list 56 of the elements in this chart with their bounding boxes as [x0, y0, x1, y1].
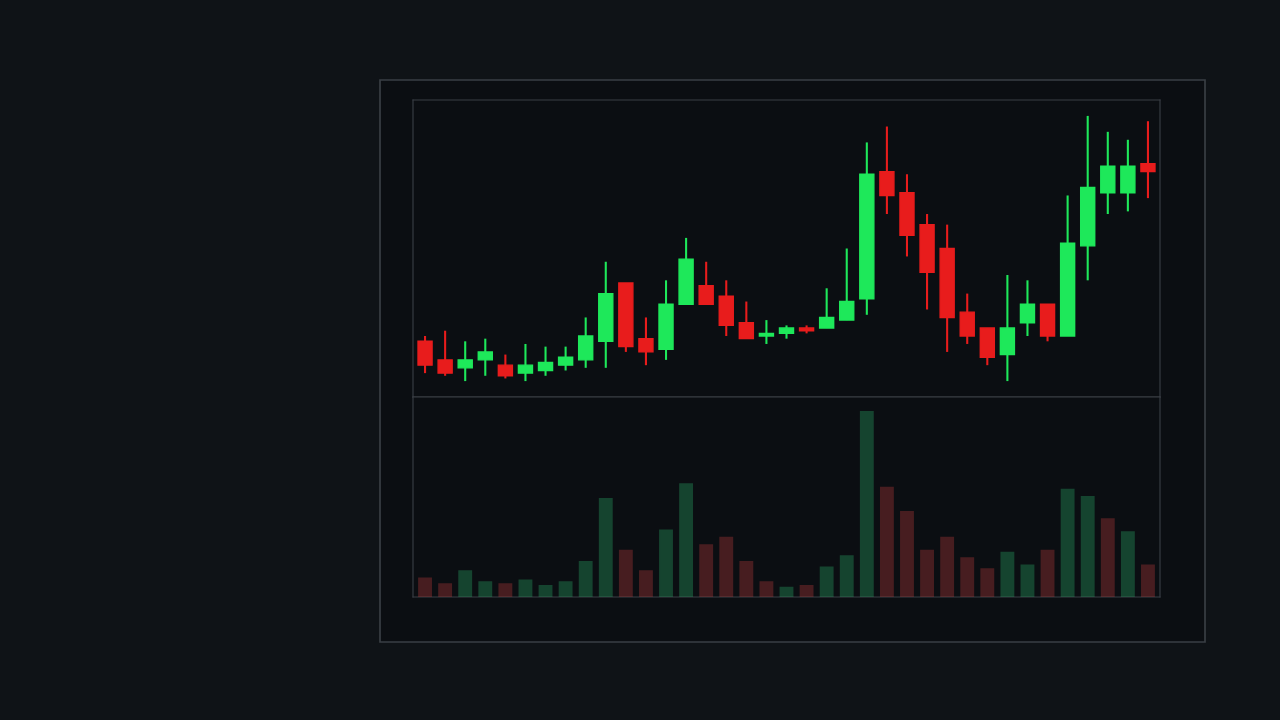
- bar: [900, 510, 914, 597]
- bar: [418, 577, 432, 597]
- bar: [578, 560, 593, 597]
- bar: [458, 570, 473, 597]
- bar: [498, 583, 513, 597]
- bar: [558, 581, 573, 597]
- bar: [960, 557, 975, 597]
- candlestick: [879, 125, 895, 216]
- candlestick: [758, 319, 775, 345]
- candlestick: [638, 316, 654, 367]
- bar: [920, 549, 934, 597]
- bar: [1141, 564, 1155, 597]
- bar: [1020, 564, 1035, 597]
- candlestick: [698, 260, 714, 306]
- candlestick: [1140, 120, 1156, 200]
- bar: [478, 581, 493, 597]
- candlestick: [537, 345, 554, 377]
- bar: [1060, 488, 1075, 597]
- bar: [1120, 531, 1135, 597]
- bar: [438, 583, 453, 597]
- bar: [799, 584, 814, 597]
- bar: [679, 483, 694, 597]
- candlestick: [457, 340, 473, 383]
- bar: [659, 529, 673, 597]
- candlestick: [557, 345, 574, 372]
- candlestick: [517, 342, 534, 383]
- candlestick: [417, 334, 433, 375]
- bar: [699, 544, 714, 597]
- bar: [1080, 496, 1095, 597]
- bar: [1100, 518, 1115, 597]
- bar: [779, 586, 794, 597]
- bar: [819, 566, 834, 597]
- candlestick: [738, 300, 755, 340]
- bar: [839, 555, 854, 597]
- bar: [940, 536, 955, 597]
- bar: [639, 570, 653, 597]
- bar: [859, 410, 874, 597]
- bar: [518, 579, 533, 597]
- bar: [618, 549, 633, 597]
- bar: [980, 568, 995, 597]
- bar: [879, 486, 894, 597]
- candlestick: [959, 292, 975, 345]
- bar: [739, 560, 754, 597]
- candlestick: [497, 353, 514, 380]
- bar: [719, 536, 734, 597]
- candlestick: [818, 287, 835, 330]
- candlestick: [1019, 279, 1036, 338]
- candlestick: [477, 337, 494, 377]
- candlestick: [577, 316, 594, 369]
- candlestick: [839, 247, 855, 322]
- candlestick: [437, 329, 453, 377]
- bar: [1040, 549, 1055, 597]
- bar: [598, 497, 613, 597]
- bar: [538, 584, 553, 597]
- bar: [759, 581, 774, 597]
- bar: [1000, 551, 1015, 597]
